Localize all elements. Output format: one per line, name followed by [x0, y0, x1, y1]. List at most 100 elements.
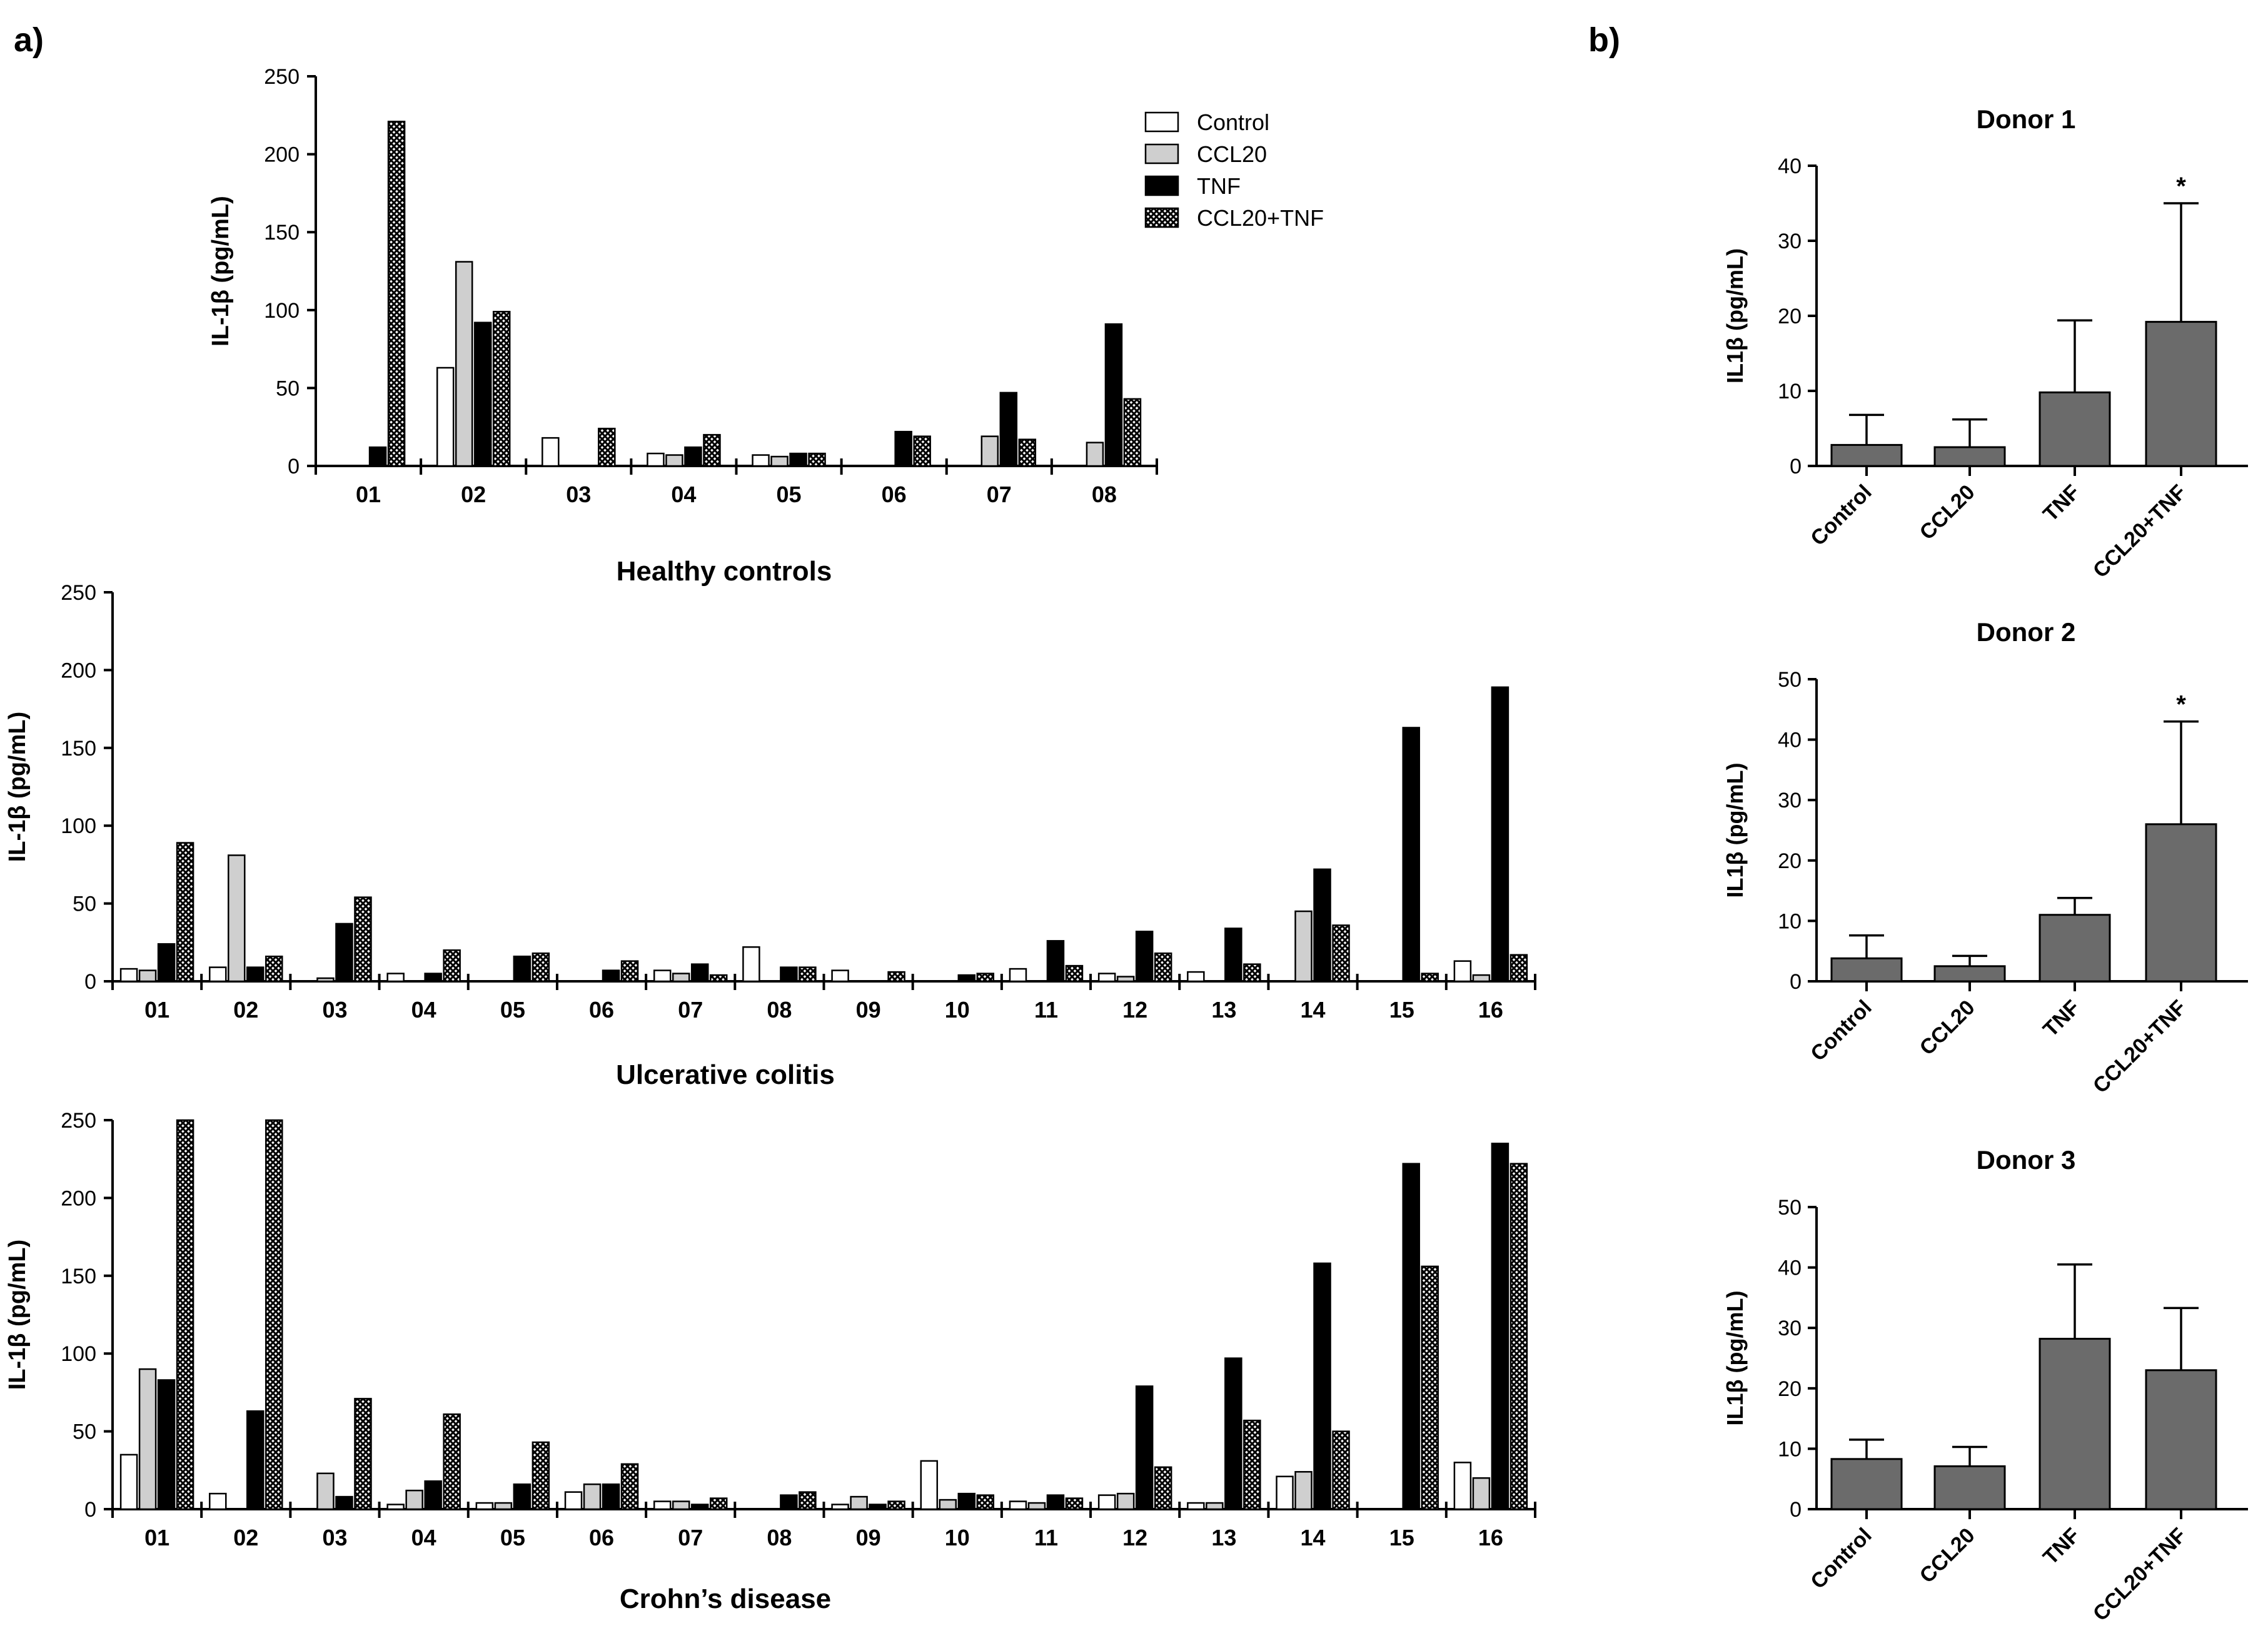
bar-tnf [2039, 391, 2111, 467]
x-tick-label: 05 [500, 1525, 525, 1550]
bar-tnf-08 [780, 966, 798, 983]
bar-ccl20-tnf-07 [709, 974, 728, 983]
bar-ccl20-tnf-01 [176, 1119, 194, 1510]
x-tick-label: 02 [233, 997, 258, 1023]
y-tick-label: 0 [1790, 455, 1802, 478]
bar-control-04 [647, 452, 665, 467]
bar-tnf [2039, 1338, 2111, 1510]
chart-crohns-disease: 0 50 100 150 200 250 01 02 03 04 05 06 07 08 09 10 11 12 1… [4, 1109, 1536, 1614]
bar-tnf-01 [157, 1379, 176, 1510]
bar-tnf-16 [1491, 686, 1509, 983]
bar-ccl20-tnf-16 [1509, 1163, 1528, 1510]
y-axis-label: IL1β (pg/mL) [1722, 248, 1748, 383]
bar-ccl20-14 [1294, 1471, 1313, 1510]
y-tick-label: 100 [61, 1342, 96, 1366]
bar-control-04 [386, 1504, 405, 1510]
x-tick-label: Control [1806, 996, 1876, 1066]
significance-marker: * [2176, 173, 2186, 200]
y-tick-label: 150 [264, 221, 300, 245]
bar-control-05 [475, 1502, 494, 1510]
bar-ccl20-07 [980, 435, 999, 467]
bar-ccl20-tnf-03 [354, 896, 372, 983]
bar-ccl20-tnf-06 [620, 960, 639, 983]
bar-tnf-06 [602, 969, 620, 983]
bar-ccl20-tnf-09 [887, 971, 905, 983]
x-tick-label: 08 [767, 1525, 792, 1550]
bar-control-02 [209, 1492, 227, 1510]
bar-tnf-11 [1046, 1494, 1065, 1510]
bar-control-03 [542, 437, 560, 467]
bar-control [1830, 443, 1903, 467]
y-tick-label: 250 [264, 65, 300, 89]
x-tick-label: 01 [356, 482, 381, 507]
bar-control-14 [1276, 1475, 1294, 1510]
y-tick-label: 10 [1778, 380, 1802, 403]
bar-control-11 [1009, 1500, 1027, 1510]
bar-ccl20-02 [455, 261, 473, 467]
chart-donor-2: 0 10 20 30 40 50 Control CCL20 TNF CCL20+TNF * IL1β… [1722, 617, 2248, 1098]
bar-tnf-08 [780, 1494, 798, 1510]
x-tick-label: CCL20 [1915, 996, 1980, 1060]
legend-swatch-tnf [1144, 175, 1179, 196]
bar-ccl20-tnf-02 [492, 311, 511, 467]
bar-control-12 [1097, 1494, 1116, 1510]
bar-ccl20-16 [1472, 1477, 1491, 1510]
x-tick-label: 15 [1389, 997, 1414, 1023]
bar-control-02 [436, 367, 455, 467]
bar-tnf-02 [246, 966, 265, 983]
bar-ccl20-16 [1472, 974, 1491, 983]
x-tick-label: 09 [856, 997, 881, 1023]
bar-ccl20-tnf-10 [976, 1494, 995, 1510]
bar-control-16 [1453, 1462, 1472, 1510]
x-tick-label: 04 [411, 1525, 436, 1550]
chart-donor-3: 0 10 20 30 40 50 Control CCL20 TNF CCL20+TNF IL1β … [1722, 1145, 2248, 1626]
y-tick-label: 150 [61, 737, 96, 761]
bar-tnf-07 [999, 392, 1018, 467]
x-tick-label: CCL20+TNF [2089, 996, 2191, 1098]
bar-tnf-15 [1402, 727, 1420, 983]
bar-ccl20-04 [665, 454, 683, 467]
bar-tnf-12 [1135, 931, 1154, 983]
y-tick-label: 40 [1778, 154, 1802, 178]
x-tick-label: 03 [322, 1525, 347, 1550]
y-tick-label: 100 [264, 299, 300, 323]
panel-label-a: a) [14, 21, 44, 59]
bar-ccl20-05 [494, 1502, 513, 1510]
bar-ccl20-12 [1116, 976, 1135, 983]
bar-control-06 [564, 1491, 583, 1510]
bar-ccl20-tnf-11 [1065, 964, 1084, 983]
bar-ccl20-tnf-02 [265, 955, 283, 983]
bar-control-13 [1187, 1502, 1205, 1510]
bar-ccl20-10 [939, 1499, 957, 1510]
chart-ulcerative-colitis: 0 50 100 150 200 250 01 02 03 04 05 06 07 08 09 10 11 12 1… [4, 581, 1536, 1090]
bar-control [1830, 957, 1903, 983]
x-tick-label: 08 [1092, 482, 1117, 507]
x-tick-label: 10 [945, 997, 970, 1023]
y-tick-label: 50 [73, 892, 96, 916]
x-tick-label: CCL20+TNF [2089, 480, 2191, 583]
bar-ccl20-tnf-04 [443, 949, 461, 983]
y-tick-label: 0 [288, 455, 300, 478]
chart-title: Healthy controls [617, 556, 832, 587]
y-tick-label: 50 [1778, 1196, 1802, 1220]
bar-ccl20-11 [1027, 1502, 1046, 1510]
x-tick-label: 08 [767, 997, 792, 1023]
bar-ccl20-tnf-11 [1065, 1497, 1084, 1510]
bar-ccl20-tnf [2145, 1369, 2217, 1510]
bar-ccl20-tnf-15 [1421, 973, 1439, 983]
x-tick-label: 16 [1478, 997, 1503, 1023]
bar-tnf-03 [335, 1495, 353, 1510]
bar-tnf-10 [957, 974, 976, 983]
bar-tnf-06 [602, 1483, 620, 1510]
x-tick-label: 05 [777, 482, 802, 507]
bar-ccl20-tnf-13 [1243, 1419, 1261, 1510]
bar-control-04 [386, 973, 405, 983]
chart-title: Donor 2 [1977, 617, 2076, 647]
legend: Control CCL20 TNF CCL20+TNF [1144, 109, 1324, 231]
bar-ccl20-tnf-01 [387, 121, 406, 467]
bar-ccl20 [1933, 965, 2006, 983]
legend-label: CCL20 [1197, 141, 1267, 167]
bar-ccl20-tnf-14 [1332, 924, 1350, 983]
bar-tnf-15 [1402, 1163, 1420, 1510]
